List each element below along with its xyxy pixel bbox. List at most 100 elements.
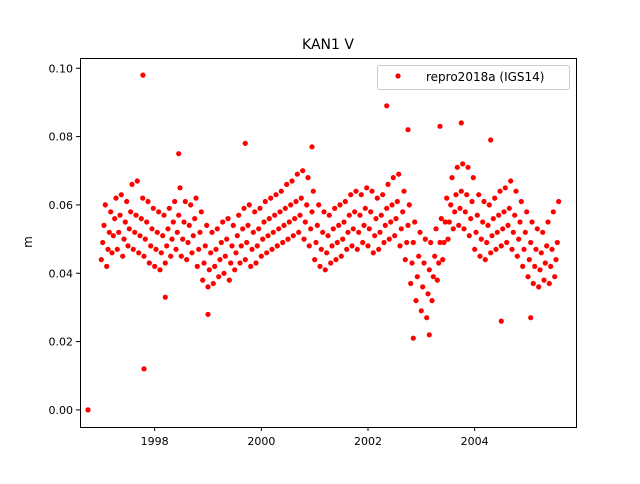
data-point [281, 222, 287, 228]
data-point [501, 209, 507, 215]
data-point [341, 219, 347, 225]
data-point [144, 219, 150, 225]
data-point [390, 175, 396, 181]
data-point [513, 188, 519, 194]
data-point [552, 274, 558, 280]
data-point [192, 216, 198, 222]
data-point [432, 253, 438, 259]
data-point [100, 239, 106, 246]
data-point [186, 222, 192, 228]
data-point [322, 267, 328, 273]
data-point [265, 233, 271, 239]
data-point [173, 246, 179, 252]
data-point [474, 212, 480, 218]
data-point [545, 219, 551, 225]
data-point [482, 257, 488, 263]
data-point [197, 229, 203, 235]
data-point [150, 205, 156, 211]
data-point [400, 209, 406, 215]
data-point [300, 168, 306, 174]
y-axis-label: m [21, 236, 35, 248]
data-point [340, 236, 346, 242]
data-point [464, 192, 470, 198]
data-point [250, 229, 256, 235]
data-point [414, 274, 420, 280]
data-point [113, 195, 119, 201]
data-point [134, 178, 140, 184]
data-point [125, 243, 131, 249]
axis-ticks: 1998 2000 2002 2004 0.00 0.02 0.04 0.06 0.08 0.10 [49, 62, 489, 448]
data-point [470, 175, 476, 181]
data-point [440, 257, 446, 263]
data-point [274, 243, 280, 249]
data-point-outlier [437, 123, 443, 129]
data-point [350, 226, 356, 232]
y-tick-label: 0.06 [49, 199, 74, 212]
data-point [437, 239, 443, 246]
data-point [294, 171, 300, 177]
data-point [189, 250, 195, 256]
data-point [297, 212, 303, 218]
data-point [378, 212, 384, 218]
data-point [462, 209, 468, 215]
chart-title: KAN1 V [302, 37, 354, 53]
data-point [217, 257, 223, 263]
data-point [172, 198, 178, 205]
data-point [449, 175, 455, 181]
data-point [353, 188, 359, 194]
data-point [397, 243, 403, 249]
data-point [457, 205, 463, 211]
data-point [193, 195, 199, 201]
data-point [333, 257, 339, 263]
data-point-outlier [85, 407, 91, 413]
data-point [530, 280, 536, 287]
data-point [276, 226, 282, 232]
data-point [434, 277, 440, 283]
data-point-outlier [488, 137, 494, 143]
data-point [382, 222, 388, 228]
data-point [318, 246, 324, 252]
data-point [202, 243, 208, 249]
data-point [418, 308, 424, 314]
data-point [410, 239, 416, 246]
data-point [249, 246, 255, 252]
data-point [105, 246, 111, 252]
data-point [142, 236, 148, 242]
data-point [112, 216, 118, 222]
data-point [430, 274, 436, 280]
data-point [114, 246, 120, 252]
data-point [240, 226, 246, 232]
data-point [156, 209, 162, 215]
data-point [304, 202, 310, 208]
data-point [524, 209, 530, 215]
data-point-outlier [410, 335, 416, 341]
data-point [422, 236, 428, 242]
data-point [365, 243, 371, 249]
data-point [356, 229, 362, 235]
data-point [369, 188, 375, 194]
data-point-outlier [162, 294, 168, 300]
data-point [290, 233, 296, 239]
data-point [278, 188, 284, 194]
x-tick-label: 2004 [461, 435, 489, 448]
data-point [453, 192, 459, 198]
data-point [133, 212, 139, 218]
y-tick-label: 0.04 [49, 267, 74, 280]
data-point [389, 202, 395, 208]
data-point [436, 260, 442, 266]
data-point [228, 260, 234, 266]
data-point [477, 253, 483, 259]
data-point [282, 205, 288, 211]
data-point [550, 209, 556, 215]
data-point [409, 260, 415, 266]
data-point [556, 198, 562, 205]
data-point [188, 202, 194, 208]
data-point [404, 239, 410, 246]
data-point [329, 243, 335, 249]
data-point [325, 233, 331, 239]
data-point [122, 219, 128, 225]
data-point [289, 178, 295, 184]
data-point [421, 260, 427, 266]
data-point [536, 284, 542, 290]
data-point [412, 219, 418, 225]
